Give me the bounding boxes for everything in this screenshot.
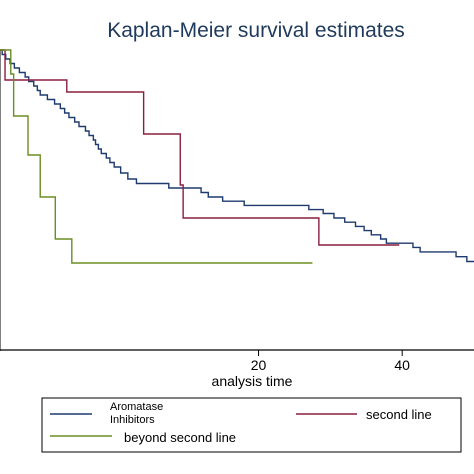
x-axis-label: analysis time [212,373,293,389]
legend-label-beyond-second-line: beyond second line [124,430,236,445]
x-ticks: 20 40 [251,350,410,373]
series-line-beyond-second-line [0,49,313,264]
series-line-second-line [0,49,400,246]
x-tick-label: 20 [251,357,267,373]
legend-label-aromatase-line1: Aromatase [110,401,163,413]
legend-label-aromatase-line2: Inhibitors [110,414,155,426]
series-line-aromatase-inhibitors [0,49,474,263]
legend: Aromatase Inhibitors second line beyond … [41,397,462,453]
chart-title: Kaplan-Meier survival estimates [107,19,405,42]
legend-box [41,397,462,453]
legend-label-second-line: second line [366,407,432,422]
series-group [0,49,474,264]
plot-area [0,50,474,350]
x-tick-label: 40 [394,357,410,373]
